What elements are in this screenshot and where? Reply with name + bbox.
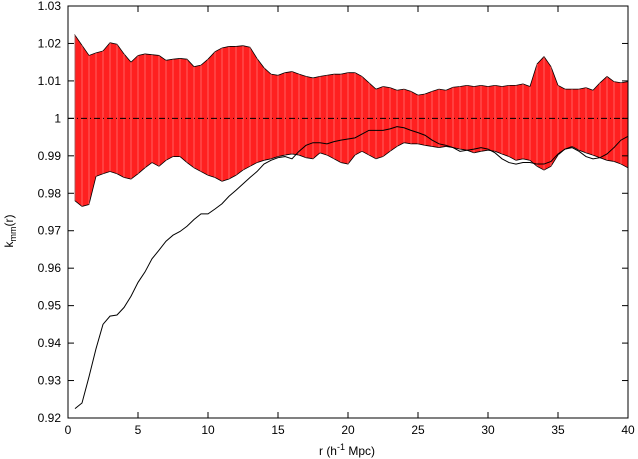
x-axis-label-pre: r (h [319, 444, 337, 458]
y-tick-label: 0.93 [38, 374, 62, 388]
y-tick-label: 0.95 [38, 299, 62, 313]
x-tick-label: 5 [135, 423, 142, 437]
y-tick-label: 0.98 [38, 186, 62, 200]
series-layer [74, 126, 629, 410]
x-axis-label-sup: -1 [337, 442, 345, 452]
y-axis-label-sub: mm [8, 227, 18, 242]
x-axis-label-post: Mpc) [345, 444, 375, 458]
y-axis-label-pre: k [2, 241, 16, 248]
y-tick-label: 0.94 [38, 336, 62, 350]
y-tick-label: 0.97 [38, 224, 62, 238]
x-axis-label: r (h-1 Mpc) [319, 442, 375, 458]
y-tick-label: 0.99 [38, 149, 62, 163]
x-tick-label: 20 [341, 423, 355, 437]
x-tick-label: 0 [65, 423, 72, 437]
y-axis-label-post: (r) [2, 215, 16, 227]
x-tick-label: 35 [551, 423, 565, 437]
y-tick-label: 0.92 [38, 411, 62, 425]
error-band-area [74, 33, 629, 207]
series-line [74, 126, 629, 410]
x-tick-label: 30 [481, 423, 495, 437]
x-tick-label: 40 [621, 423, 635, 437]
x-tick-label: 25 [411, 423, 425, 437]
y-tick-label: 1 [54, 111, 61, 125]
x-tick-label: 15 [271, 423, 285, 437]
y-tick-label: 1.03 [38, 0, 62, 13]
y-tick-label: 1.01 [38, 74, 62, 88]
y-axis-label: kmm(r) [2, 215, 18, 248]
x-tick-label: 10 [201, 423, 215, 437]
y-tick-label: 0.96 [38, 261, 62, 275]
y-axis: 0.92 0.93 0.94 0.95 0.96 0.97 0.98 0.99 1 1.01 1.0… [38, 0, 628, 425]
x-axis: 0 5 10 15 20 25 30 35 40 [65, 6, 635, 437]
error-band [74, 33, 629, 207]
y-tick-label: 1.02 [38, 36, 62, 50]
